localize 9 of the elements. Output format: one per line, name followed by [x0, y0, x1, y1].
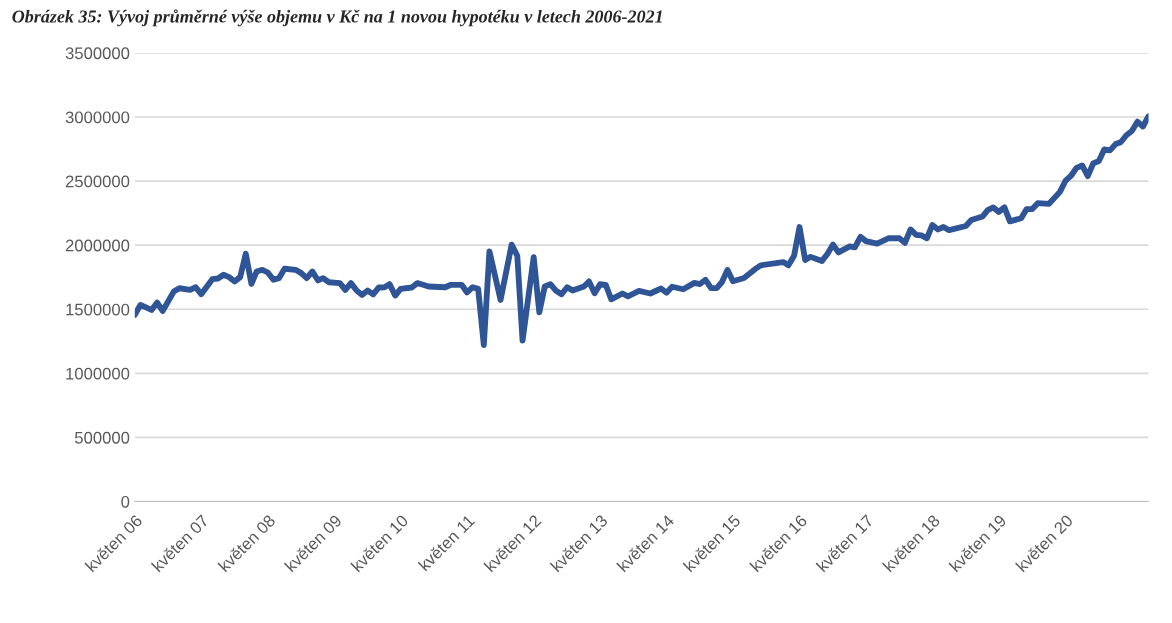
y-tick-label: 1500000 [66, 303, 130, 316]
y-tick-label: 500000 [74, 431, 130, 444]
chart-title: Obrázek 35: Vývoj průměrné výše objemu v Kč na 1 novou hypotéku v letech 2006-2021 [12, 9, 662, 27]
y-tick-label: 2000000 [65, 239, 130, 252]
y-tick-label: 0 [121, 495, 130, 508]
y-tick-label: 3500000 [65, 47, 130, 60]
y-tick-label: 2500000 [65, 175, 130, 188]
y-tick-label: 3000000 [65, 111, 130, 124]
y-tick-label: 1000000 [66, 367, 130, 380]
